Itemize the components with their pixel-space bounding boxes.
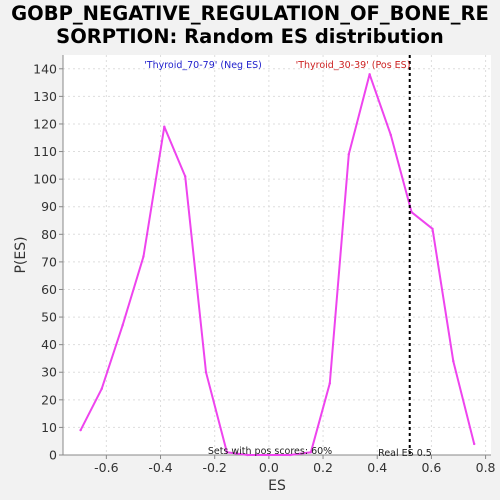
data-point (121, 324, 124, 327)
y-axis-ticks: 0 10 20 30 40 50 60 70 80 90 100 110 120 130 140 (33, 61, 63, 463)
x-tick-label: 0.2 (313, 460, 333, 475)
data-point (410, 211, 413, 214)
y-tick-label: 60 (41, 282, 57, 297)
x-tick-label: 0.4 (367, 460, 387, 475)
y-tick-label: 100 (33, 172, 57, 187)
data-point (309, 451, 313, 454)
pos-scores-label: Sets with pos scores: 60% (208, 446, 332, 457)
y-tick-label: 10 (41, 420, 57, 435)
data-point (473, 442, 476, 446)
grid-lines (63, 55, 491, 456)
plot-area (63, 55, 491, 455)
y-tick-label: 50 (41, 310, 57, 325)
x-axis-label: ES (268, 478, 286, 494)
y-tick-label: 70 (41, 254, 57, 269)
x-tick-label: -0.6 (94, 460, 118, 475)
legend-neg-label: 'Thyroid_70-79' (Neg ES) (144, 60, 262, 71)
data-point (100, 387, 103, 390)
data-point (389, 133, 392, 137)
y-tick-label: 120 (33, 116, 57, 131)
chart-title-line-1: GOBP_NEGATIVE_REGULATION_OF_BONE_RE (11, 2, 489, 25)
y-tick-label: 20 (41, 392, 57, 407)
legend-pos-label: 'Thyroid_30-39' (Pos ES) (296, 60, 411, 71)
data-point (183, 175, 187, 178)
y-tick-label: 80 (41, 227, 57, 242)
data-point (288, 453, 292, 457)
y-tick-label: 90 (41, 199, 57, 214)
data-point (347, 153, 350, 156)
data-point (142, 255, 145, 258)
data-point (328, 382, 332, 385)
series-group (79, 73, 476, 457)
x-tick-label: 0.8 (476, 460, 496, 475)
series-line (79, 73, 476, 456)
y-tick-label: 0 (49, 448, 57, 463)
real-es-label: Real ES 0.5 (378, 448, 432, 459)
y-tick-label: 30 (41, 365, 57, 380)
data-point (246, 453, 249, 457)
chart-title-line-2: SORPTION: Random ES distribution (56, 25, 444, 48)
y-axis-label: P(ES) (13, 236, 29, 273)
data-point (452, 360, 455, 363)
x-axis-ticks: -0.6 -0.4 -0.2 0.0 0.2 0.4 0.6 0.8 (94, 455, 496, 475)
data-point (163, 125, 166, 128)
data-point (225, 451, 229, 454)
data-point (267, 453, 271, 457)
y-tick-label: 130 (33, 89, 57, 104)
data-point (431, 227, 434, 230)
y-tick-label: 110 (33, 144, 57, 159)
y-tick-label: 40 (41, 337, 57, 352)
x-tick-label: -0.4 (148, 460, 172, 475)
x-tick-label: 0.0 (259, 460, 279, 475)
y-tick-label: 140 (33, 61, 57, 76)
data-point (204, 371, 208, 374)
data-point (79, 428, 82, 432)
x-tick-label: 0.6 (421, 460, 441, 475)
data-point (368, 73, 371, 76)
x-tick-label: -0.2 (203, 460, 227, 475)
